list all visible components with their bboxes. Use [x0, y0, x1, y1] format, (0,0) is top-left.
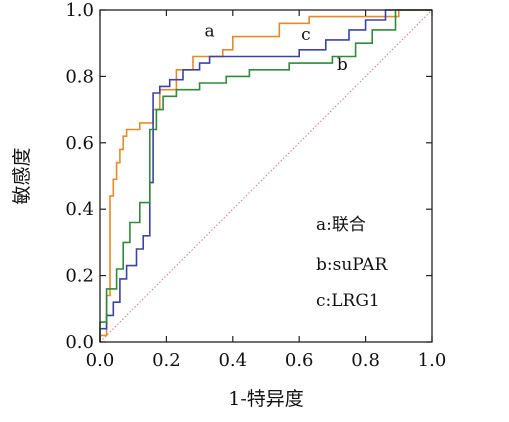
roc-line-c	[99, 9, 432, 342]
legend-entry-c: c:LRG1	[316, 291, 380, 311]
x-tick-label: 1.0	[418, 350, 447, 371]
reference-diagonal	[99, 9, 433, 343]
series-c-label: c	[301, 25, 311, 45]
y-axis-title: 敏感度	[11, 147, 33, 204]
x-axis-title: 1-特异度	[228, 388, 304, 410]
legend-entry-a: a:联合	[316, 215, 366, 235]
y-tick-label: 0.4	[65, 199, 94, 220]
x-tick-label: 0.0	[86, 350, 115, 371]
x-tick-label: 0.6	[285, 350, 314, 371]
x-tick-label: 0.4	[218, 350, 247, 371]
legend-entry-b: b:suPAR	[316, 255, 388, 275]
x-tick-label: 0.8	[351, 350, 380, 371]
roc-line-b	[99, 9, 432, 342]
y-tick-label: 0.6	[65, 133, 94, 154]
series-b-label: b	[337, 55, 348, 75]
y-tick-label: 0.2	[65, 266, 94, 287]
x-tick-label: 0.2	[152, 350, 181, 371]
y-tick-label: 1.0	[65, 0, 94, 21]
y-tick-label: 0.0	[65, 332, 94, 353]
y-tick-label: 0.8	[65, 66, 94, 87]
series-a-label: a	[204, 22, 214, 42]
plot-frame	[99, 9, 433, 343]
